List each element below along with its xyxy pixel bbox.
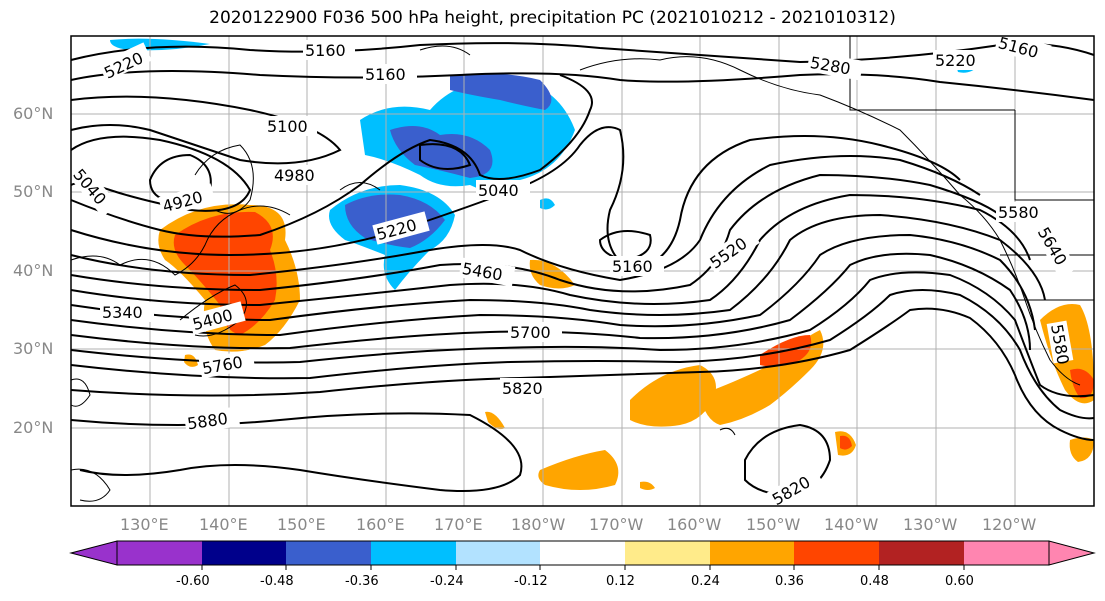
lon-label: 120°W <box>982 515 1037 534</box>
colorbar-tick-label: 0.48 <box>860 574 889 589</box>
colorbar-tick-label: -0.12 <box>514 574 548 589</box>
colorbar-tick-label: 0.12 <box>606 574 635 589</box>
coastlines <box>70 36 1094 502</box>
colorbar-tick-label: -0.24 <box>430 574 464 589</box>
lon-label: 130°E <box>120 515 169 534</box>
contour-label: 5700 <box>510 323 551 342</box>
colorbar-tick-label: -0.60 <box>176 574 210 589</box>
lon-label: 140°E <box>199 515 248 534</box>
colorbar-tick-label: -0.48 <box>260 574 294 589</box>
lat-label-20n: 20°N <box>13 418 54 437</box>
contour-label: 5820 <box>502 379 543 398</box>
lon-label: 170°W <box>589 515 644 534</box>
lon-label: 170°E <box>434 515 483 534</box>
colorbar-tick-label: 0.36 <box>775 574 804 589</box>
map-title: 2020122900 F036 500 hPa height, precipit… <box>209 8 896 28</box>
colorbar-tick-label: 0.60 <box>945 574 974 589</box>
lon-label: 130°W <box>903 515 958 534</box>
contour-label: 5100 <box>267 117 308 136</box>
contour-label: 5160 <box>365 65 406 84</box>
lon-label: 160°E <box>356 515 405 534</box>
contour-label: 5160 <box>612 257 653 276</box>
lon-label: 150°E <box>277 515 326 534</box>
colorbar <box>69 540 1096 570</box>
lat-label-40n: 40°N <box>13 261 54 280</box>
map-frame <box>70 35 1095 507</box>
contour-label: 5040 <box>478 181 519 200</box>
lon-label: 160°W <box>667 515 722 534</box>
colorbar-tick-label: 0.24 <box>691 574 720 589</box>
contour-label: 5580 <box>998 203 1039 222</box>
height-contours <box>70 42 1095 497</box>
colorbar-tick-label: -0.36 <box>345 574 379 589</box>
lat-label-50n: 50°N <box>13 182 54 201</box>
contour-label: 4980 <box>274 166 315 185</box>
lat-label-30n: 30°N <box>13 339 54 358</box>
lat-label-60n: 60°N <box>13 104 54 123</box>
lon-label: 150°W <box>746 515 801 534</box>
lon-label: 180°W <box>511 515 566 534</box>
precip-positive-areas <box>158 204 1095 490</box>
lon-label: 140°W <box>824 515 879 534</box>
contour-label: 5340 <box>102 303 143 322</box>
contour-label: 5160 <box>305 41 346 60</box>
contour-label: 5220 <box>935 51 976 70</box>
